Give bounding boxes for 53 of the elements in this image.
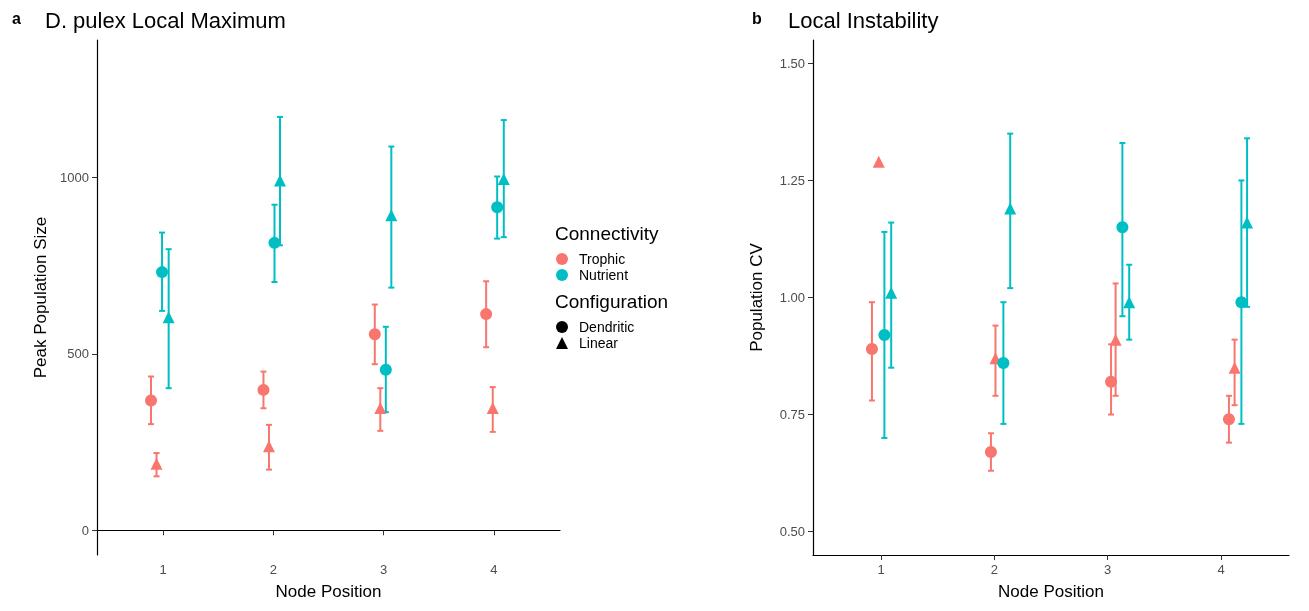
point [379, 363, 392, 376]
annotation: Configuration [555, 291, 669, 313]
point [1222, 413, 1235, 426]
y-tick-label: 0.50 [779, 524, 805, 540]
point [368, 328, 381, 341]
point [491, 201, 504, 214]
chart-title: Local Instability [788, 7, 939, 33]
point [385, 209, 398, 222]
point [268, 236, 281, 249]
point [885, 286, 898, 299]
point [1235, 296, 1248, 309]
x-tick-label: 3 [1104, 562, 1112, 577]
x-tick-label: 4 [490, 562, 498, 577]
point [865, 343, 878, 355]
point [1241, 216, 1254, 229]
point [145, 394, 158, 407]
x-axis-title: Node Position [275, 582, 382, 601]
y-tick-label: 0 [81, 522, 89, 538]
point [1004, 202, 1017, 215]
point [1116, 221, 1129, 234]
x-tick-label: 2 [269, 562, 277, 577]
legend-label: Nutrient [579, 267, 629, 283]
point [872, 155, 885, 168]
point [984, 446, 997, 458]
point [1105, 375, 1118, 388]
legend-title: Connectivity [555, 223, 660, 245]
text: Linear [579, 335, 618, 351]
text: b [752, 9, 762, 27]
point [257, 383, 270, 396]
point [878, 328, 891, 341]
text: a [12, 9, 21, 27]
point [480, 308, 493, 321]
point [1123, 296, 1136, 309]
y-axis-title: Peak Population Size [31, 216, 50, 379]
y-tick-label: 1.50 [779, 55, 805, 71]
y-tick-label: 1000 [60, 170, 89, 186]
y-tick-label: 1.00 [779, 290, 805, 305]
point [156, 266, 169, 279]
legend-label: Trophic [579, 251, 626, 267]
x-tick-label: 1 [877, 562, 885, 577]
y-axis-title: Population CV [747, 242, 766, 352]
x-tick-label: 1 [159, 562, 167, 577]
x-tick-label: 3 [380, 562, 388, 577]
y-tick-label: 1.25 [779, 172, 805, 188]
y-tick-label: 0.75 [779, 407, 805, 423]
x-tick-label: 4 [1217, 562, 1225, 577]
x-tick-label: 2 [990, 562, 998, 577]
chart-title: D. pulex Local Maximum [45, 7, 286, 33]
x-axis-title: Node Position [998, 582, 1104, 601]
text: Dendritic [579, 319, 635, 335]
point [997, 357, 1010, 370]
y-tick-label: 500 [67, 346, 89, 362]
point [162, 311, 175, 324]
